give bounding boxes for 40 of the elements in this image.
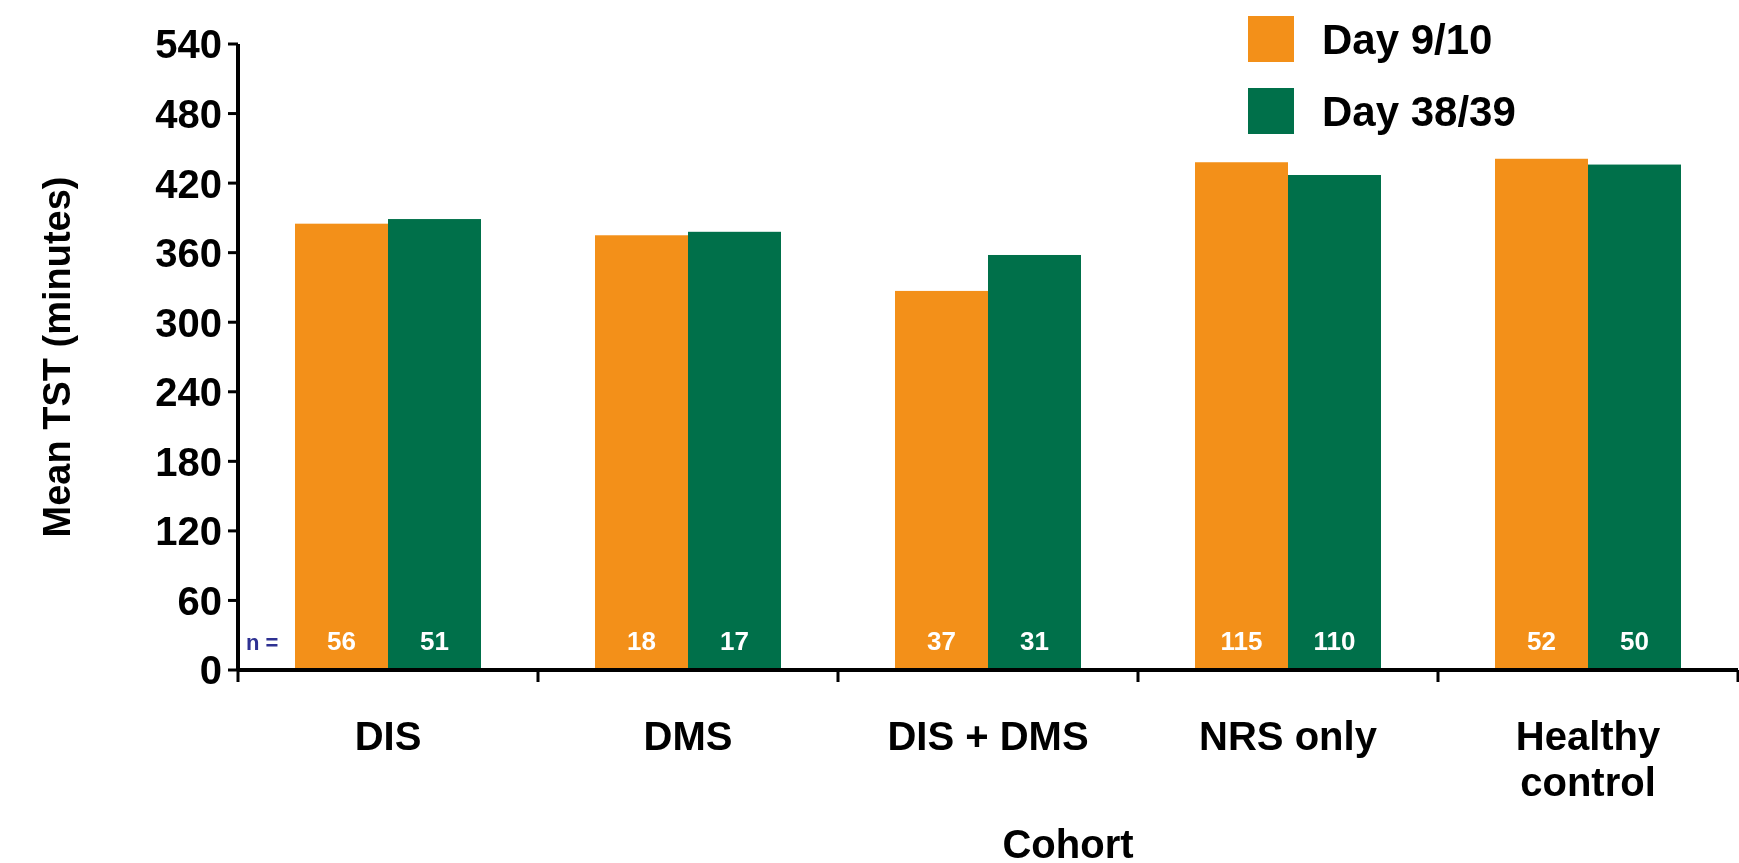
y-axis-title: Mean TST (minutes) [36, 176, 78, 538]
legend-label: Day 9/10 [1322, 16, 1493, 64]
annotation: 31 [1020, 626, 1049, 656]
annotation: 17 [720, 626, 749, 656]
x-axis-title: Cohort [1002, 822, 1134, 863]
x-tick-label: DIS [354, 714, 422, 758]
annotation: 110 [1313, 626, 1356, 656]
annotation: 50 [1620, 626, 1649, 656]
y-tick-label: 480 [155, 91, 222, 136]
bar [988, 254, 1081, 670]
x-tick-label: DMS [643, 714, 733, 758]
y-tick-label: 300 [155, 300, 222, 345]
y-tick-label: 60 [177, 578, 222, 623]
y-tick-label: 240 [155, 370, 222, 415]
annotation: n = [246, 630, 279, 655]
x-tick-label: Healthy control [1515, 714, 1661, 804]
annotation: 115 [1220, 626, 1263, 656]
y-tick-label: 360 [155, 231, 222, 276]
y-tick-label: 180 [155, 439, 222, 484]
bar [295, 223, 388, 670]
bar [388, 219, 481, 670]
x-tick-label: DIS + DMS [887, 714, 1089, 758]
annotation: 37 [927, 626, 956, 656]
bar [1495, 158, 1588, 670]
y-tick-label: 120 [155, 509, 222, 554]
bar [1588, 164, 1681, 670]
annotation: 56 [327, 626, 356, 656]
bar [1288, 175, 1381, 670]
annotation: 52 [1527, 626, 1556, 656]
y-tick-label: 420 [155, 161, 222, 206]
bar [595, 235, 688, 670]
x-tick-label: NRS only [1199, 714, 1378, 758]
annotation: 51 [420, 626, 449, 656]
bar [1195, 162, 1288, 670]
y-tick-label: 0 [199, 648, 222, 693]
annotation: 18 [627, 626, 656, 656]
bar [895, 290, 988, 670]
bar [688, 231, 781, 670]
y-tick-label: 540 [155, 22, 222, 67]
legend-label: Day 38/39 [1322, 88, 1516, 136]
